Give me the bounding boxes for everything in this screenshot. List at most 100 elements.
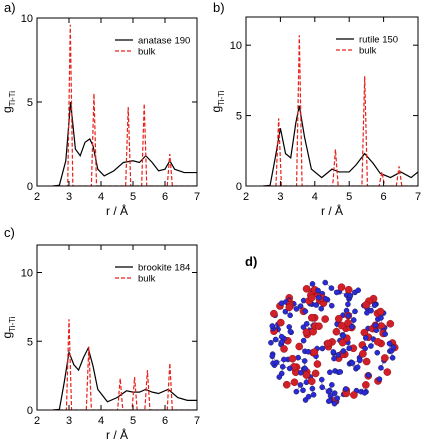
atom — [282, 380, 291, 389]
atom — [331, 390, 338, 396]
atom — [290, 378, 299, 387]
series-line — [52, 346, 197, 410]
plot-frame — [245, 16, 419, 187]
atom — [328, 285, 335, 291]
atom — [322, 295, 329, 302]
x-tick-label: 4 — [312, 191, 318, 203]
atom — [368, 343, 374, 349]
atom — [305, 393, 312, 400]
series-line — [53, 319, 197, 410]
x-tick-label: 4 — [98, 191, 104, 203]
x-tick-label: 4 — [98, 415, 104, 427]
x-tick-label: 2 — [243, 191, 249, 203]
atom — [319, 384, 325, 391]
series-line — [52, 101, 197, 186]
x-tick-label: 7 — [194, 415, 200, 427]
atom — [318, 305, 325, 312]
atom — [345, 301, 351, 308]
atom — [279, 339, 285, 345]
atom — [333, 289, 340, 296]
x-tick-label: 7 — [194, 191, 200, 203]
atom — [286, 365, 293, 372]
y-axis-label: gTi-Ti — [209, 90, 226, 112]
atom — [362, 381, 370, 389]
atom — [349, 323, 355, 330]
x-tick-label: 5 — [346, 191, 352, 203]
panel-label: a) — [4, 0, 16, 15]
atom — [322, 279, 329, 286]
atom — [276, 374, 283, 380]
panel-label: c) — [4, 225, 15, 240]
atom — [334, 314, 343, 323]
atom — [308, 313, 316, 322]
x-tick-label: 3 — [66, 415, 72, 427]
atom — [280, 345, 288, 353]
atom — [293, 388, 300, 395]
atom — [300, 387, 306, 394]
atom — [331, 400, 338, 407]
atom — [297, 382, 304, 388]
legend-label: rutile 150 — [359, 35, 398, 46]
atom — [321, 315, 329, 323]
atom — [361, 390, 368, 396]
atom — [305, 348, 312, 355]
panel-label: b) — [213, 0, 225, 15]
atom — [372, 322, 379, 329]
atom — [311, 369, 320, 378]
atom — [346, 345, 352, 352]
atom — [301, 358, 308, 364]
atom — [362, 335, 369, 341]
x-axis-label: r / Å — [106, 203, 128, 218]
atom — [281, 356, 287, 363]
y-axis-label-sub: Ti-Ti — [8, 91, 17, 107]
plot-frame — [36, 244, 198, 411]
atom — [325, 388, 332, 395]
legend-label: bulk — [138, 47, 156, 58]
y-axis-label: gTi-Ti — [0, 91, 17, 113]
atom — [309, 281, 316, 287]
atom — [371, 302, 378, 308]
atom — [310, 391, 317, 398]
atom — [325, 398, 332, 404]
atom — [350, 317, 357, 323]
atom — [378, 365, 384, 371]
atom — [313, 302, 319, 308]
x-tick-label: 2 — [34, 191, 40, 203]
atom — [324, 339, 332, 348]
x-tick-label: 5 — [130, 415, 136, 427]
atom — [382, 331, 388, 337]
atom — [362, 357, 371, 366]
y-axis-label: gTi-Ti — [0, 316, 17, 338]
atom — [328, 302, 335, 309]
atom — [386, 340, 393, 347]
atom — [374, 338, 382, 346]
atom — [269, 323, 276, 329]
atom — [334, 395, 341, 402]
atom — [368, 307, 374, 314]
x-tick-label: 6 — [162, 191, 168, 203]
atom — [330, 349, 337, 355]
atom — [329, 382, 335, 388]
x-tick-label: 3 — [66, 191, 72, 203]
atom — [359, 349, 367, 358]
atom — [302, 371, 311, 379]
y-tick-label: 5 — [27, 97, 33, 109]
atom — [278, 333, 285, 340]
x-tick-label: 5 — [130, 191, 136, 203]
atom — [285, 303, 294, 312]
atom — [302, 365, 308, 372]
atom — [279, 363, 286, 370]
atom — [295, 342, 304, 351]
atom — [360, 328, 369, 337]
atom — [315, 322, 323, 331]
atom — [362, 301, 370, 309]
legend-label: bulk — [359, 46, 377, 57]
atom — [270, 309, 278, 318]
x-axis-label: r / Å — [321, 203, 343, 218]
y-axis-label-main: g — [0, 106, 14, 113]
atom — [383, 368, 392, 376]
atom — [302, 308, 309, 315]
atom — [303, 320, 310, 327]
atom — [287, 312, 293, 319]
